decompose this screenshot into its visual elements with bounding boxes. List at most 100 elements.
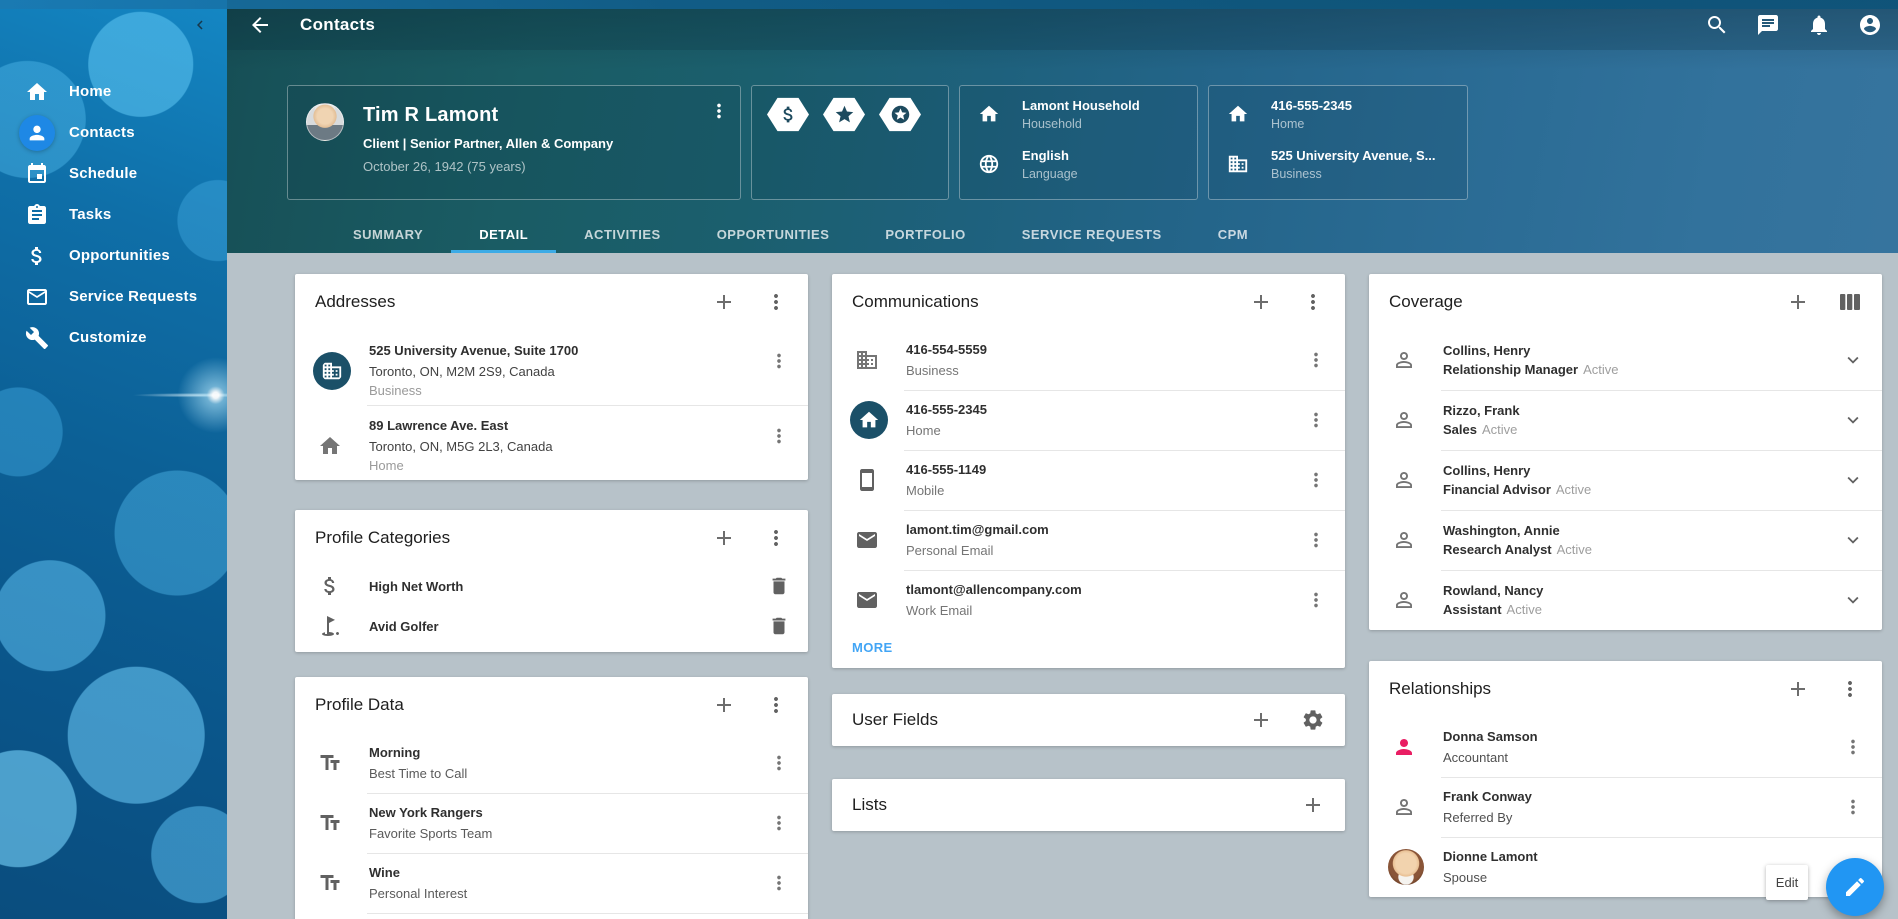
relationship-name: Dionne Lamont bbox=[1443, 849, 1538, 864]
expand-coverage-button[interactable] bbox=[1842, 589, 1864, 611]
communication-type-icon bbox=[848, 468, 906, 492]
communication-value: 416-554-5559 bbox=[906, 342, 987, 357]
profile-data-label: Best Time to Call bbox=[369, 766, 468, 781]
expand-coverage-button[interactable] bbox=[1842, 529, 1864, 551]
edit-fab-button[interactable] bbox=[1826, 858, 1884, 916]
add-profile-category-button[interactable] bbox=[712, 526, 736, 550]
sidebar-item-schedule[interactable]: Schedule bbox=[0, 153, 227, 194]
back-button[interactable] bbox=[248, 13, 272, 37]
relationship-menu-button[interactable] bbox=[1842, 736, 1864, 758]
text-fields-icon bbox=[311, 751, 369, 775]
card-title: Relationships bbox=[1389, 679, 1492, 698]
profile-data-row: Wine Personal Interest bbox=[295, 853, 808, 913]
user-fields-settings-button[interactable] bbox=[1301, 708, 1325, 732]
communication-menu-button[interactable] bbox=[1305, 589, 1327, 611]
search-button[interactable] bbox=[1705, 13, 1729, 37]
star-hexagon-badge[interactable] bbox=[823, 97, 865, 132]
addresses-menu-button[interactable] bbox=[764, 290, 788, 314]
nav-item-label: Home bbox=[69, 83, 112, 100]
communication-menu-button[interactable] bbox=[1305, 349, 1327, 371]
person-outline-icon bbox=[1385, 408, 1443, 432]
messages-button[interactable] bbox=[1756, 13, 1780, 37]
relationship-menu-button[interactable] bbox=[1842, 796, 1864, 818]
profile-data-menu-button[interactable] bbox=[768, 812, 790, 834]
nav-item-icon bbox=[25, 285, 49, 309]
communication-row: 416-555-2345 Home bbox=[832, 390, 1345, 450]
address-type-icon bbox=[311, 351, 369, 390]
add-list-button[interactable] bbox=[1301, 793, 1325, 817]
address-row: 525 University Avenue, Suite 1700 Toront… bbox=[295, 330, 808, 405]
delete-category-button[interactable] bbox=[768, 575, 790, 597]
coverage-name: Collins, Henry bbox=[1443, 463, 1531, 478]
sidebar-item-opportunities[interactable]: Opportunities bbox=[0, 235, 227, 276]
communication-row: lamont.tim@gmail.com Personal Email bbox=[832, 510, 1345, 570]
household-row: English Language bbox=[960, 142, 1197, 186]
coverage-name: Collins, Henry bbox=[1443, 343, 1531, 358]
relationships-card: Relationships Donna Samson Accountant bbox=[1369, 661, 1882, 897]
add-user-field-button[interactable] bbox=[1249, 708, 1273, 732]
address-menu-button[interactable] bbox=[768, 350, 790, 372]
add-coverage-button[interactable] bbox=[1786, 290, 1810, 314]
notifications-button[interactable] bbox=[1807, 13, 1831, 37]
expand-coverage-button[interactable] bbox=[1842, 349, 1864, 371]
tab-opportunities[interactable]: OPPORTUNITIES bbox=[689, 215, 858, 253]
profile-data-menu-button[interactable] bbox=[768, 752, 790, 774]
person-outline-icon bbox=[1385, 468, 1443, 492]
stars-hexagon-badge[interactable] bbox=[879, 97, 921, 132]
more-communications-link[interactable]: MORE bbox=[832, 630, 893, 668]
communication-menu-button[interactable] bbox=[1305, 409, 1327, 431]
profile-categories-menu-button[interactable] bbox=[764, 526, 788, 550]
sidebar-item-home[interactable]: Home bbox=[0, 71, 227, 112]
person-outline-icon bbox=[1385, 588, 1443, 612]
divider bbox=[295, 913, 808, 919]
profile-data-label: Favorite Sports Team bbox=[369, 826, 493, 841]
sidebar-item-customize[interactable]: Customize bbox=[0, 317, 227, 358]
nav-item-label: Customize bbox=[69, 329, 147, 346]
sidebar-item-contacts[interactable]: Contacts bbox=[0, 112, 227, 153]
add-relationship-button[interactable] bbox=[1786, 677, 1810, 701]
account-button[interactable] bbox=[1858, 13, 1882, 37]
relationship-type: Referred By bbox=[1443, 810, 1513, 825]
tab-cpm[interactable]: CPM bbox=[1190, 215, 1276, 253]
add-profile-data-button[interactable] bbox=[712, 693, 736, 717]
tab-portfolio[interactable]: PORTFOLIO bbox=[857, 215, 993, 253]
profile-category-row: High Net Worth bbox=[295, 566, 808, 606]
sidebar-item-tasks[interactable]: Tasks bbox=[0, 194, 227, 235]
dollar-hexagon-badge[interactable] bbox=[767, 97, 809, 132]
add-communication-button[interactable] bbox=[1249, 290, 1273, 314]
add-address-button[interactable] bbox=[712, 290, 736, 314]
sidebar-item-service-requests[interactable]: Service Requests bbox=[0, 276, 227, 317]
quick-contact-value: 525 University Avenue, S... bbox=[1271, 147, 1436, 163]
coverage-row: Rizzo, Frank Sales Active bbox=[1369, 390, 1882, 450]
quick-contact-card: 416-555-2345 Home 525 University Avenue,… bbox=[1208, 85, 1468, 200]
relationships-menu-button[interactable] bbox=[1838, 677, 1862, 701]
coverage-status: Active bbox=[1481, 422, 1518, 437]
household-value: English bbox=[1022, 147, 1069, 163]
tab-detail[interactable]: DETAIL bbox=[451, 215, 557, 253]
communication-menu-button[interactable] bbox=[1305, 529, 1327, 551]
expand-coverage-button[interactable] bbox=[1842, 469, 1864, 491]
tab-summary[interactable]: SUMMARY bbox=[325, 215, 451, 253]
profile-data-menu-button[interactable] bbox=[768, 872, 790, 894]
person-outline-icon bbox=[1385, 348, 1443, 372]
expand-coverage-button[interactable] bbox=[1842, 409, 1864, 431]
nav-item-icon bbox=[25, 80, 49, 104]
contact-menu-button[interactable] bbox=[708, 100, 730, 122]
tab-service-requests[interactable]: SERVICE REQUESTS bbox=[994, 215, 1190, 253]
sidebar-collapse-button[interactable] bbox=[191, 16, 209, 34]
coverage-name: Washington, Annie bbox=[1443, 523, 1560, 538]
tab-activities[interactable]: ACTIVITIES bbox=[556, 215, 689, 253]
lists-card: Lists bbox=[832, 779, 1345, 831]
coverage-status: Active bbox=[1583, 362, 1619, 377]
coverage-columns-button[interactable] bbox=[1838, 290, 1862, 314]
communication-menu-button[interactable] bbox=[1305, 469, 1327, 491]
profile-data-menu-button[interactable] bbox=[764, 693, 788, 717]
nav-item-label: Service Requests bbox=[69, 288, 198, 305]
card-title: Communications bbox=[852, 292, 979, 311]
address-menu-button[interactable] bbox=[768, 425, 790, 447]
contact-avatar bbox=[306, 103, 344, 141]
communications-menu-button[interactable] bbox=[1301, 290, 1325, 314]
communication-label: Business bbox=[906, 363, 959, 378]
communications-card: Communications 416-554-5559 Business bbox=[832, 274, 1345, 668]
delete-category-button[interactable] bbox=[768, 615, 790, 637]
